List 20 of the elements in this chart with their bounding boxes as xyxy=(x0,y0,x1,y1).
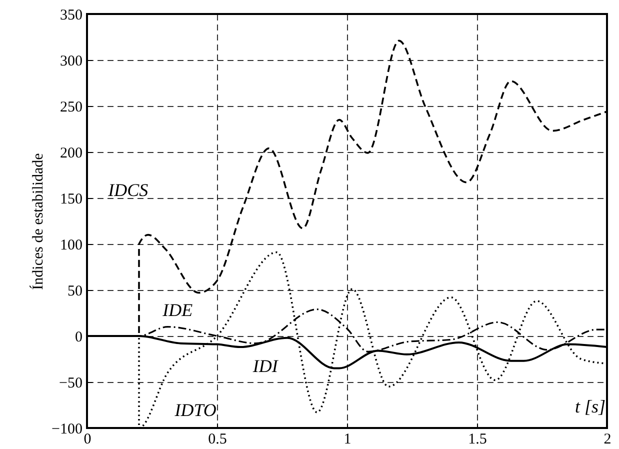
y-tick-label: −50 xyxy=(59,376,82,392)
y-tick-label: 200 xyxy=(60,146,82,162)
y-tick-label: 350 xyxy=(60,8,82,24)
y-tick-label: 100 xyxy=(60,238,82,254)
y-tick-label: 150 xyxy=(60,192,82,208)
series-label: IDE xyxy=(162,300,193,320)
x-axis-title: t [s] xyxy=(574,396,606,416)
x-tick-label: 1.5 xyxy=(468,432,487,448)
x-tick-label: 1 xyxy=(344,432,352,448)
x-tick-label: 0.5 xyxy=(208,432,227,448)
series-label: IDI xyxy=(252,356,279,376)
y-tick-label: 50 xyxy=(68,284,82,300)
y-tick-label: 300 xyxy=(60,54,82,70)
y-tick-label: 0 xyxy=(75,330,82,346)
y-tick-label: 250 xyxy=(60,100,82,116)
series-label: IDCS xyxy=(107,180,148,200)
x-tick-label: 2 xyxy=(604,432,612,448)
y-axis-title: Índices de estabilidade xyxy=(30,152,47,290)
y-tick-label: −100 xyxy=(52,422,82,438)
series-label: IDTO xyxy=(174,400,216,420)
